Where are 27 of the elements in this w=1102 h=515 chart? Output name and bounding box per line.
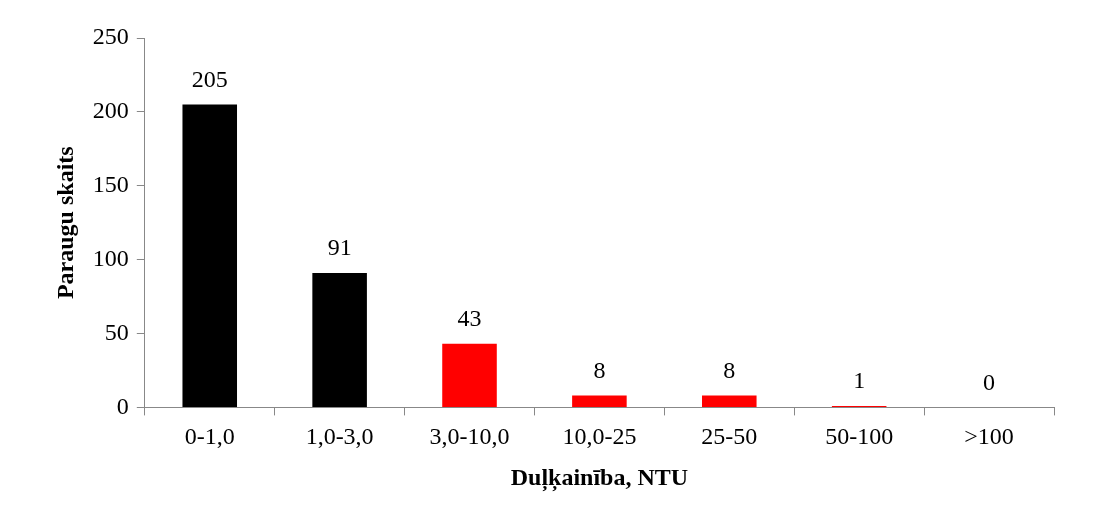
bar	[442, 343, 497, 407]
x-tick-label: >100	[964, 423, 1014, 450]
data-label: 43	[457, 305, 482, 332]
x-tick-label: 25-50	[701, 423, 758, 450]
data-label: 1	[853, 367, 866, 394]
x-tick-label: 0-1,0	[184, 423, 235, 450]
bar	[572, 395, 627, 407]
data-label: 91	[327, 234, 352, 261]
y-tick-label: 250	[92, 23, 129, 50]
x-axis-title: Duļķainība, NTU	[510, 463, 689, 492]
data-label: 8	[723, 356, 736, 383]
x-tick-label: 50-100	[825, 423, 894, 450]
data-label: 205	[191, 65, 228, 92]
y-tick-label: 200	[92, 97, 129, 124]
x-tick-label: 3,0-10,0	[429, 423, 510, 450]
y-tick-label: 50	[104, 318, 129, 345]
x-tick-label: 10,0-25	[562, 423, 637, 450]
y-axis-title: Paraugu skaits	[51, 146, 78, 300]
x-tick-label: 1,0-3,0	[305, 423, 374, 450]
y-tick-label: 100	[92, 244, 129, 271]
bar	[702, 395, 757, 407]
data-label: 8	[593, 356, 606, 383]
bar	[312, 272, 367, 407]
bar	[182, 104, 238, 407]
y-tick-label: 150	[92, 171, 129, 198]
y-tick-label: 0	[116, 392, 129, 419]
data-label: 0	[983, 368, 996, 395]
